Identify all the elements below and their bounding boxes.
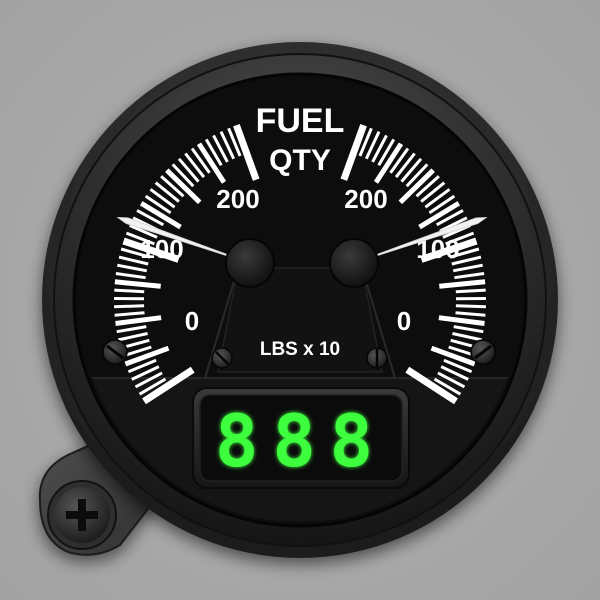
center-wedge [217, 267, 383, 373]
left-scale-tick [114, 311, 145, 317]
left-needle-hub [225, 238, 275, 288]
right-scale-tick [340, 124, 367, 181]
right-scale-tick [373, 142, 404, 184]
right-scale-tick [420, 237, 478, 263]
right-scale-tick [405, 163, 429, 188]
right-scale-tick [394, 152, 416, 179]
left-scale-tick [117, 263, 148, 273]
left-scale-tick [114, 288, 145, 294]
left-scale-tick [136, 209, 165, 227]
right-scale-tick [445, 231, 475, 246]
right-scale-tick [439, 279, 486, 289]
left-scale-tick [125, 231, 155, 246]
right-scale-tick [389, 147, 410, 174]
dial-screw-right-outer [470, 339, 496, 365]
right-scale-tick [428, 194, 456, 215]
left-scale-tick [116, 325, 147, 334]
left-scale-tick [212, 134, 229, 163]
left-scale-tick [118, 255, 149, 266]
digital-readout: 888 [192, 387, 410, 489]
left-scale-tick [165, 168, 202, 205]
left-scale-tick [115, 272, 146, 280]
gauge-title-line1: FUEL [256, 102, 345, 140]
left-scale-tick [149, 188, 176, 209]
left-scale-tick [115, 315, 162, 326]
right-scale-tick [453, 325, 484, 334]
right-scale-tick [435, 209, 464, 227]
dial-screw-left-inner [211, 347, 233, 369]
dial-screw-right-inner [366, 347, 388, 369]
right-scale-tick [418, 201, 461, 230]
left-scale-tick [124, 345, 170, 367]
right-scale-tick [455, 288, 486, 294]
left-scale-tick [129, 224, 158, 239]
left-scale-ticks [113, 124, 260, 405]
left-scale-tick [144, 194, 172, 215]
left-needle [116, 216, 256, 266]
right-scale-tick [443, 358, 473, 374]
right-scale-tick [440, 365, 469, 381]
left-scale-tick [184, 152, 206, 179]
right-scale-tick [430, 345, 476, 367]
units-label: LBS x 10 [260, 339, 340, 360]
right-scale-tick [420, 181, 446, 203]
right-needle-hub [329, 238, 379, 288]
left-scale-tick [131, 365, 160, 381]
right-scale-tick [449, 247, 480, 259]
right-scale-tick [358, 127, 373, 157]
left-scale-tick [177, 157, 200, 183]
right-scale-label-0: 0 [397, 306, 411, 336]
right-scale-tick [424, 188, 451, 209]
left-scale-tick [120, 247, 151, 259]
right-scale-tick [439, 216, 468, 233]
right-scale-tick [452, 263, 483, 273]
right-scale-tick [452, 332, 483, 342]
left-scale-label-200: 200 [216, 184, 259, 214]
left-scale-tick [154, 181, 180, 203]
phillips-cross-icon [66, 499, 98, 531]
mounting-screw[interactable] [47, 480, 117, 550]
right-needle [348, 216, 488, 266]
left-scale-tick [190, 147, 211, 174]
right-scale-tick [415, 175, 440, 198]
right-scale-tick [398, 168, 435, 205]
left-scale-tick [171, 163, 195, 188]
right-scale-ticks [340, 124, 487, 405]
right-scale-tick [451, 255, 482, 266]
left-scale-tick [204, 138, 223, 167]
right-scale-tick [455, 304, 486, 309]
left-scale-tick [138, 377, 167, 396]
right-scale-tick [454, 272, 485, 280]
right-scale-tick [371, 134, 388, 163]
left-scale-label-0: 0 [185, 306, 199, 336]
right-scale-tick [438, 315, 485, 326]
left-scale-tick [114, 279, 161, 289]
left-scale-tick [227, 127, 242, 157]
dial-screw-left-outer [102, 339, 128, 365]
right-scale-tick [400, 157, 423, 183]
left-scale-tick [196, 142, 227, 184]
left-scale-tick [134, 371, 163, 389]
left-scale-tick [142, 366, 195, 405]
right-scale-label-200: 200 [344, 184, 387, 214]
left-scale-tick [219, 130, 236, 160]
right-scale-tick [377, 138, 396, 167]
digital-readout-value: 888 [215, 399, 387, 483]
left-scale-tick [122, 237, 180, 263]
right-scale-tick [364, 130, 381, 160]
left-scale-tick [117, 332, 148, 342]
left-scale-tick [139, 201, 182, 230]
left-scale-tick [114, 304, 145, 309]
gauge-title-line2: QTY [269, 144, 331, 177]
left-scale-tick [127, 358, 157, 374]
right-scale-tick [433, 377, 462, 396]
right-scale-tick [405, 366, 458, 405]
right-scale-tick [437, 371, 466, 389]
left-scale-tick [233, 124, 260, 181]
left-scale-tick [160, 175, 185, 198]
right-scale-tick [455, 311, 486, 317]
